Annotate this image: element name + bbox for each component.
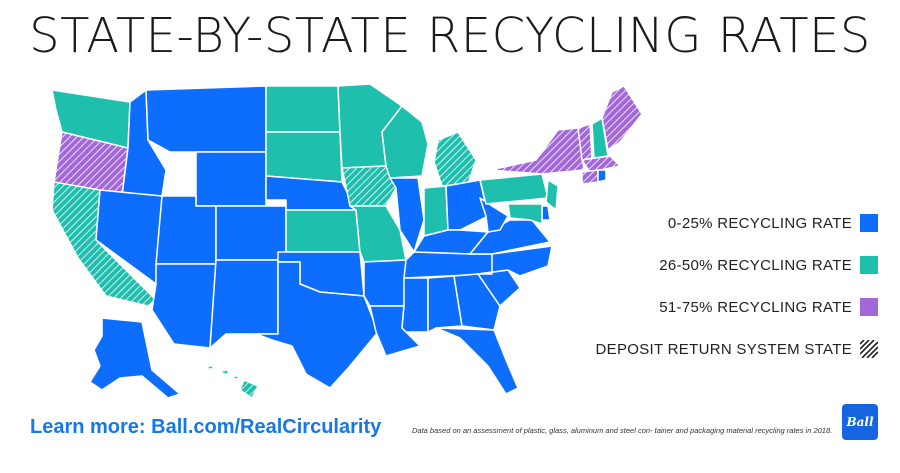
state-hi: [207, 365, 259, 399]
state-ks: [285, 209, 361, 253]
legend-label: 26-50% RECYCLING RATE: [659, 256, 852, 274]
state-wy: [195, 151, 267, 207]
state-mi: [433, 131, 477, 187]
ball-logo: Ball: [842, 404, 878, 440]
legend-swatch-low: [860, 214, 878, 232]
data-note: Data based on an assessment of plastic, …: [412, 426, 833, 435]
state-in: [423, 185, 449, 237]
state-al: [427, 275, 463, 333]
legend-swatch-mid: [860, 256, 878, 274]
us-map: [51, 83, 643, 399]
legend-item-low: 0-25% RECYCLING RATE: [548, 212, 878, 234]
learn-more-link[interactable]: Learn more: Ball.com/RealCircularity: [30, 416, 382, 438]
state-nj: [545, 179, 559, 211]
page-title: STATE-BY-STATE RECYCLING RATES: [29, 8, 871, 64]
state-wv: [479, 197, 509, 233]
state-ar: [363, 259, 407, 307]
state-oh: [445, 179, 489, 231]
legend-swatch-high: [860, 298, 878, 316]
state-fl: [435, 327, 519, 395]
state-nm: [209, 259, 279, 349]
legend-item-high: 51-75% RECYCLING RATE: [548, 296, 878, 318]
state-ga: [453, 273, 501, 331]
state-ma: [581, 155, 621, 173]
state-ak: [89, 317, 181, 399]
legend-label: 51-75% RECYCLING RATE: [659, 298, 852, 316]
legend-item-deposit: DEPOSIT RETURN SYSTEM STATE: [548, 338, 878, 360]
state-sd: [265, 131, 343, 183]
state-ri: [597, 169, 607, 183]
state-wi: [381, 105, 429, 179]
state-ny: [489, 127, 585, 175]
state-ms: [401, 277, 429, 333]
state-ut: [155, 195, 217, 265]
legend-label: 0-25% RECYCLING RATE: [667, 214, 852, 232]
legend-label: DEPOSIT RETURN SYSTEM STATE: [595, 340, 852, 358]
legend-item-mid: 26-50% RECYCLING RATE: [548, 254, 878, 276]
state-ia: [341, 165, 397, 207]
state-co: [215, 205, 287, 261]
state-mt: [145, 85, 267, 153]
state-md: [507, 203, 543, 225]
legend-swatch-hatch-icon: [860, 340, 878, 358]
legend: 0-25% RECYCLING RATE 26-50% RECYCLING RA…: [548, 212, 878, 380]
state-tx: [255, 261, 379, 389]
state-nd: [265, 85, 341, 133]
state-me: [601, 85, 643, 151]
state-az: [151, 263, 217, 349]
state-ct: [581, 169, 599, 185]
state-pa: [479, 173, 549, 205]
